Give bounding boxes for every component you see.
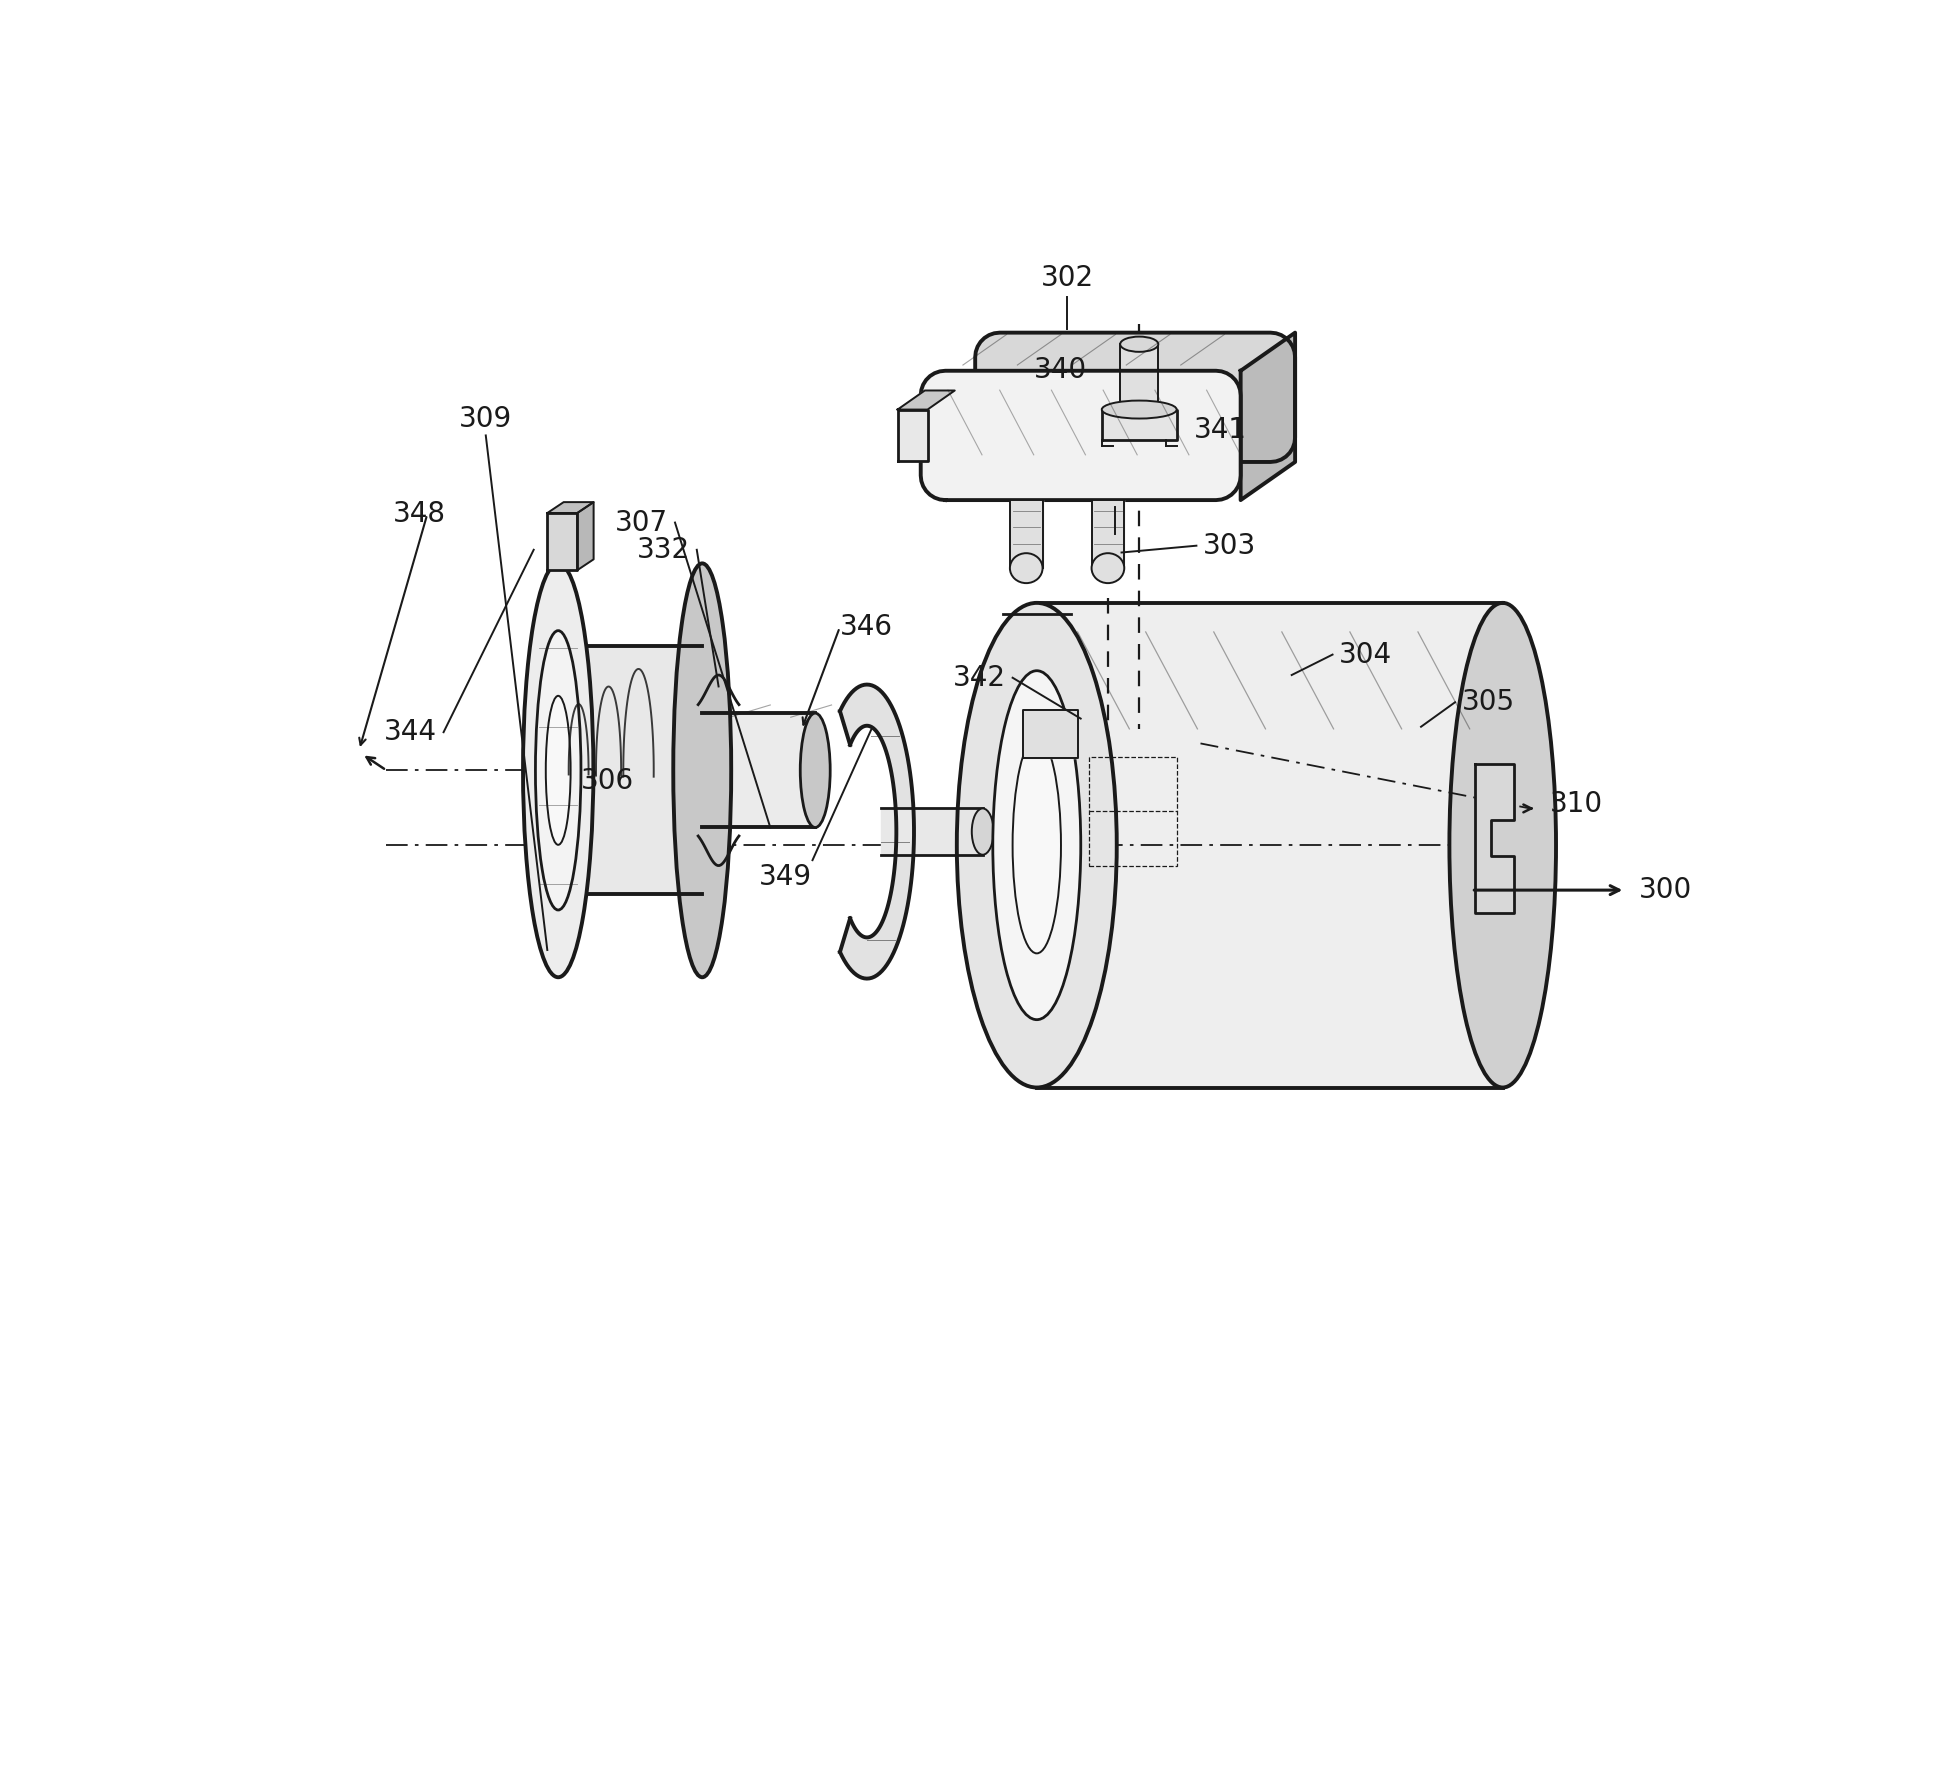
Ellipse shape — [1011, 553, 1044, 583]
Text: 303: 303 — [1202, 532, 1256, 560]
Polygon shape — [898, 391, 954, 410]
Text: 341: 341 — [1195, 415, 1247, 444]
Polygon shape — [1011, 500, 1044, 568]
Ellipse shape — [674, 564, 732, 978]
Polygon shape — [1092, 500, 1125, 568]
Ellipse shape — [1092, 553, 1125, 583]
Text: 332: 332 — [637, 536, 689, 564]
Ellipse shape — [800, 713, 831, 827]
Text: 348: 348 — [393, 500, 445, 529]
Ellipse shape — [1013, 737, 1061, 953]
Text: 310: 310 — [1551, 790, 1603, 819]
Polygon shape — [976, 332, 1295, 461]
Text: 309: 309 — [459, 405, 513, 433]
Text: 304: 304 — [1340, 640, 1392, 668]
Polygon shape — [1475, 764, 1514, 914]
Text: 305: 305 — [1462, 688, 1516, 716]
Text: 340: 340 — [1034, 355, 1088, 384]
Polygon shape — [922, 371, 1241, 500]
Polygon shape — [840, 684, 914, 979]
Ellipse shape — [523, 564, 592, 978]
Polygon shape — [703, 713, 815, 827]
Ellipse shape — [972, 808, 993, 854]
Ellipse shape — [1450, 603, 1557, 1087]
Ellipse shape — [956, 603, 1117, 1087]
Polygon shape — [548, 513, 577, 571]
Text: 300: 300 — [1640, 877, 1692, 903]
Ellipse shape — [993, 670, 1080, 1020]
Polygon shape — [1241, 332, 1295, 500]
Text: 342: 342 — [953, 663, 1007, 691]
Text: 346: 346 — [840, 613, 892, 642]
Text: 307: 307 — [616, 509, 668, 536]
Text: 349: 349 — [759, 863, 811, 891]
Polygon shape — [577, 502, 594, 571]
Polygon shape — [548, 502, 594, 513]
Text: 302: 302 — [1040, 263, 1094, 292]
Ellipse shape — [1121, 336, 1158, 352]
Ellipse shape — [1102, 401, 1177, 419]
Polygon shape — [881, 808, 983, 854]
Text: 306: 306 — [581, 767, 635, 796]
Polygon shape — [898, 410, 927, 461]
Text: 344: 344 — [383, 718, 438, 746]
Ellipse shape — [546, 697, 571, 845]
Polygon shape — [1022, 711, 1078, 758]
Polygon shape — [1038, 603, 1502, 1087]
Polygon shape — [1102, 410, 1177, 440]
Polygon shape — [1121, 345, 1158, 410]
Polygon shape — [558, 645, 703, 895]
Ellipse shape — [536, 631, 581, 911]
